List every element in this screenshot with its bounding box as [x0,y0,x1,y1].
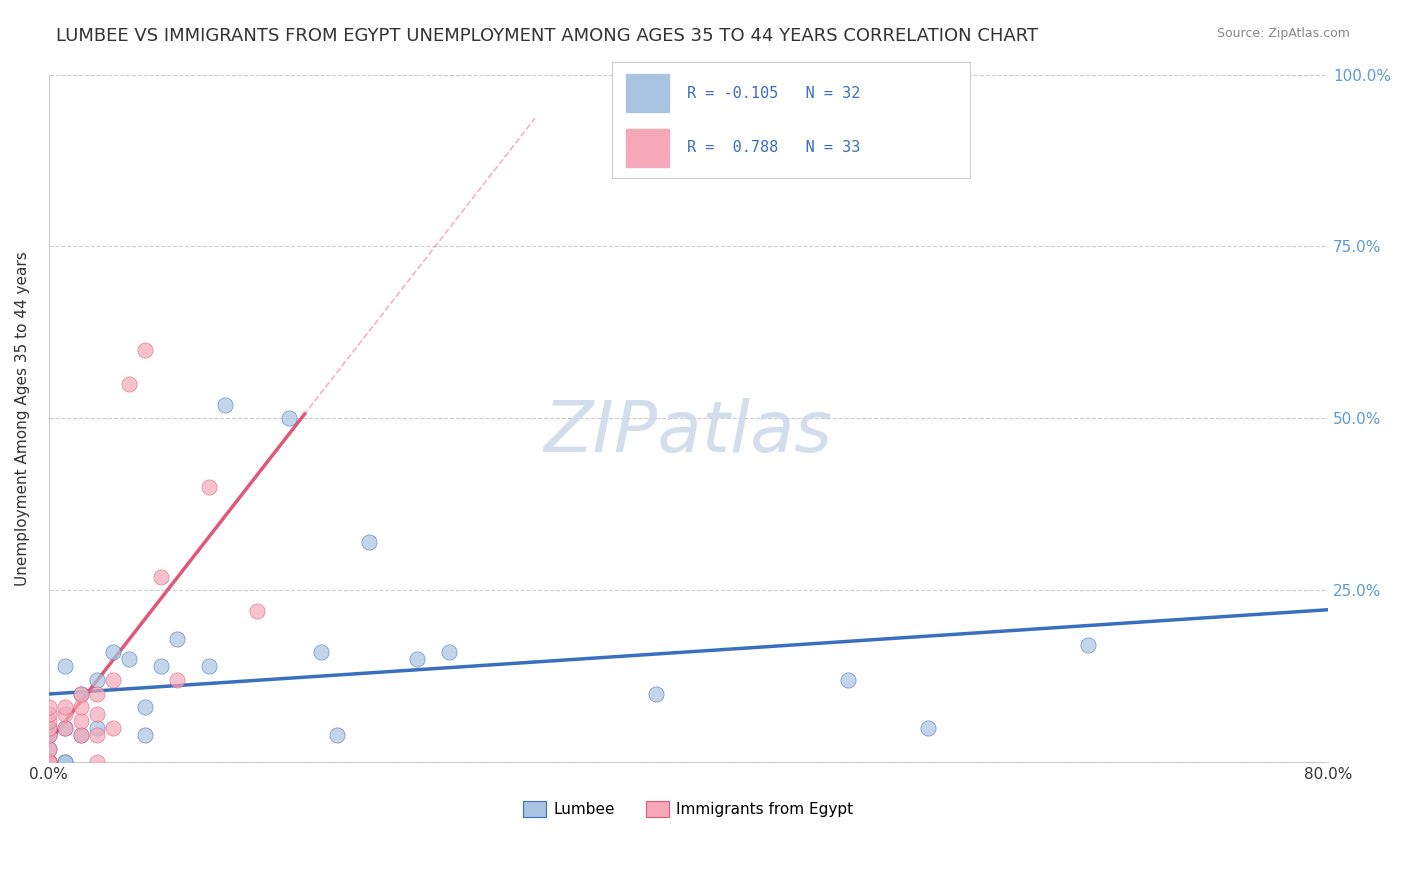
Point [405,652,427,666]
Text: ZIPatlas: ZIPatlas [544,398,832,467]
Point [53,707,76,722]
Point [38,756,60,770]
Point [38,700,60,714]
Text: R = -0.105   N = 32: R = -0.105 N = 32 [688,87,860,102]
Point [69,700,91,714]
Point [149,659,172,673]
Point [38,721,60,735]
Point [38,728,60,742]
Point [38,756,60,770]
Point [53,700,76,714]
Point [149,570,172,584]
Point [86,707,108,722]
Point [69,728,91,742]
Point [69,714,91,728]
Point [69,687,91,701]
Point [166,673,188,687]
Point [86,721,108,735]
Point [69,687,91,701]
Text: R =  0.788   N = 33: R = 0.788 N = 33 [688,139,860,154]
Point [118,377,141,392]
Point [38,756,60,770]
Point [53,721,76,735]
Point [53,721,76,735]
Point [38,756,60,770]
Point [53,756,76,770]
Point [38,756,60,770]
Point [101,673,124,687]
Point [38,741,60,756]
Point [53,756,76,770]
Point [134,343,156,357]
Point [246,604,269,618]
Point [38,756,60,770]
Point [101,645,124,659]
Point [197,480,219,494]
Point [38,756,60,770]
Text: Source: ZipAtlas.com: Source: ZipAtlas.com [1216,27,1350,40]
Bar [626,74,669,112]
Point [437,645,460,659]
Point [38,756,60,770]
Point [357,535,380,549]
Point [197,659,219,673]
Legend: Lumbee, Immigrants from Egypt: Lumbee, Immigrants from Egypt [517,796,859,823]
Point [86,673,108,687]
Point [101,721,124,735]
Point [53,659,76,673]
Point [38,728,60,742]
Bar [626,128,669,167]
Text: LUMBEE VS IMMIGRANTS FROM EGYPT UNEMPLOYMENT AMONG AGES 35 TO 44 YEARS CORRELATI: LUMBEE VS IMMIGRANTS FROM EGYPT UNEMPLOY… [56,27,1039,45]
Point [38,741,60,756]
Point [86,687,108,701]
Point [214,398,236,412]
Point [309,645,332,659]
Point [69,728,91,742]
Y-axis label: Unemployment Among Ages 35 to 44 years: Unemployment Among Ages 35 to 44 years [15,252,30,586]
Point [118,652,141,666]
Point [166,632,188,646]
Point [134,700,156,714]
Point [38,721,60,735]
Point [38,714,60,728]
Point [38,756,60,770]
Point [38,707,60,722]
Point [134,728,156,742]
Point [86,728,108,742]
Point [837,673,859,687]
Point [38,756,60,770]
Point [277,411,299,425]
Point [917,721,939,735]
Point [86,756,108,770]
Point [645,687,668,701]
Point [38,756,60,770]
Point [325,728,347,742]
Point [1077,639,1099,653]
